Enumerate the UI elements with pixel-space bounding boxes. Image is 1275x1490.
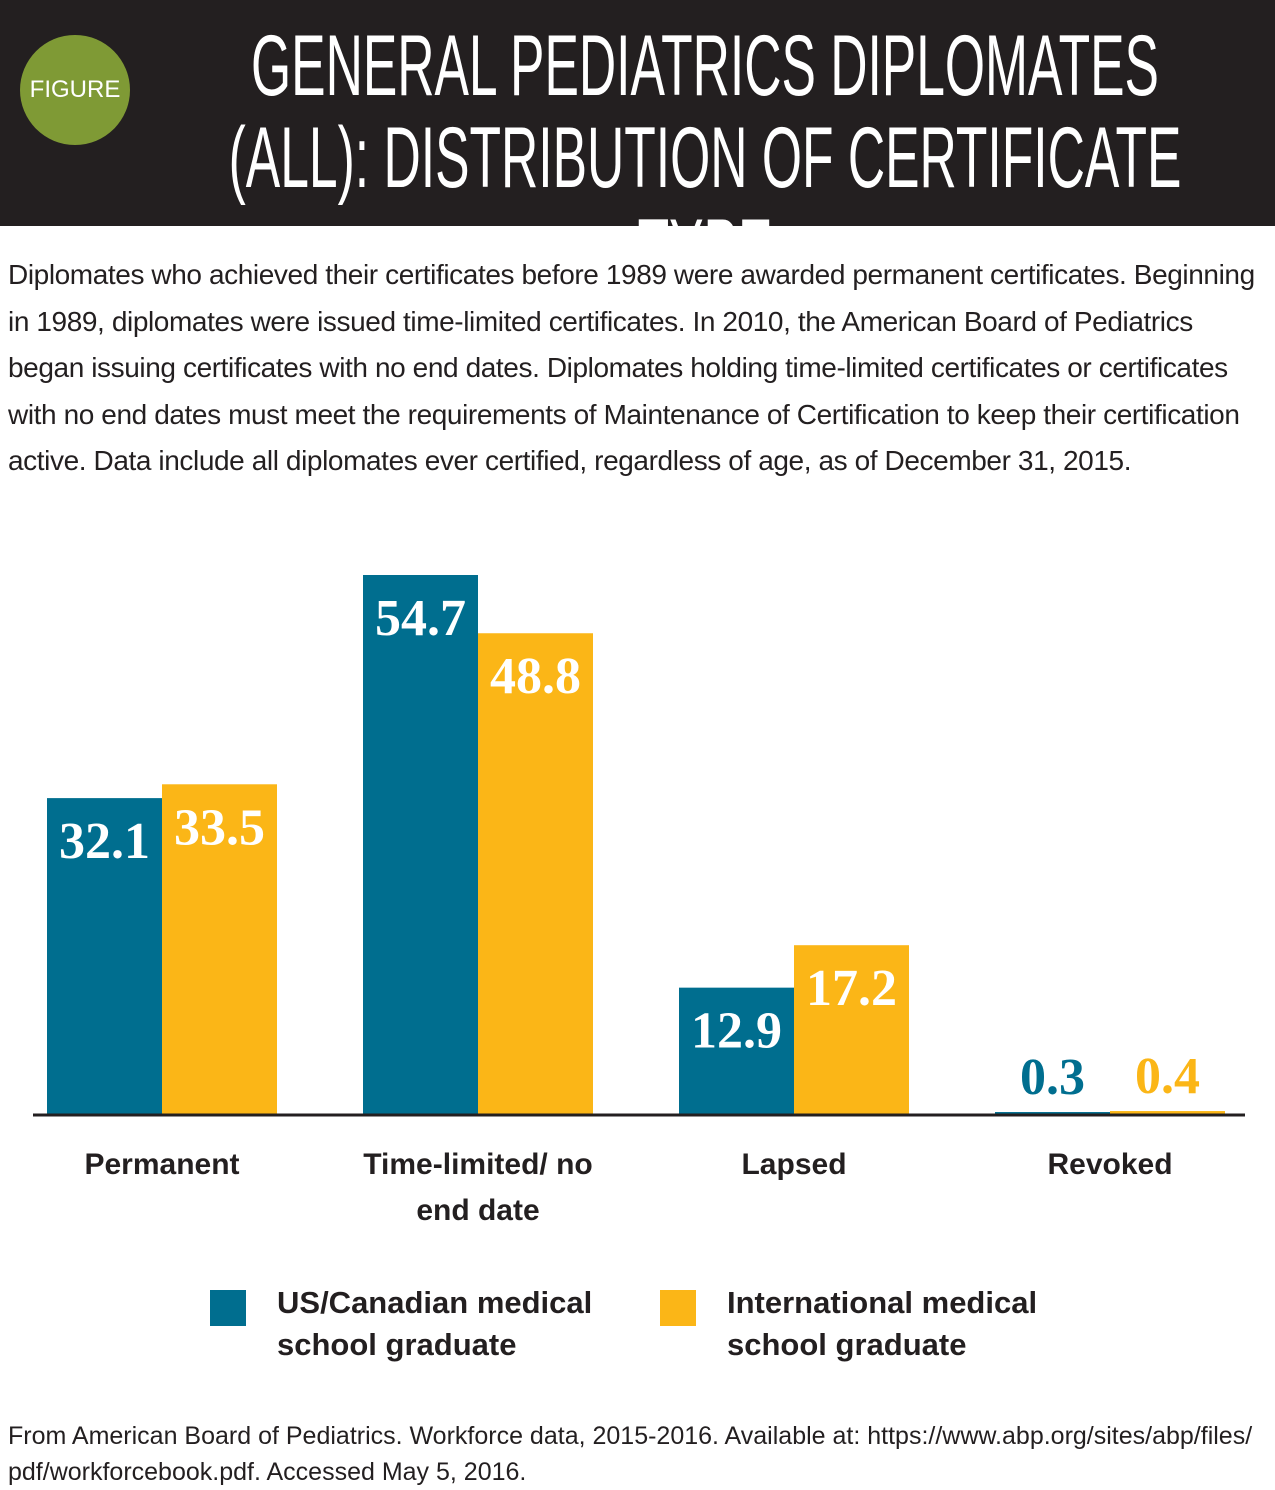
header: FIGURE GENERAL PEDIATRICS DIPLOMATES (AL… <box>0 0 1275 296</box>
value-label: 17.2 <box>806 960 897 1017</box>
value-label: 54.7 <box>375 590 466 647</box>
title: GENERAL PEDIATRICS DIPLOMATES (ALL): DIS… <box>228 18 1182 298</box>
bar <box>1110 1111 1225 1115</box>
description: Diplomates who achieved their certificat… <box>8 259 1255 476</box>
value-label: 0.3 <box>1020 1049 1085 1106</box>
bar <box>363 575 478 1115</box>
value-label: 33.5 <box>174 799 265 856</box>
bar <box>794 945 909 1115</box>
x-tick-label: Lapsed <box>741 1148 847 1181</box>
legend-label: US/Canadian medical school graduate <box>277 1285 593 1362</box>
source: From American Board of Pediatrics. Workf… <box>8 1422 1253 1486</box>
bar <box>162 784 277 1115</box>
legend-label: International medical school graduate <box>727 1285 1038 1362</box>
badge: FIGURE <box>20 35 130 145</box>
bar <box>679 987 794 1115</box>
value-label: 48.8 <box>490 648 581 705</box>
x-tick-label: Revoked <box>1047 1148 1173 1181</box>
value-label: 32.1 <box>59 813 150 870</box>
legend-swatch <box>660 1290 696 1326</box>
chart: 32.1 33.5 54.7 48.8 12.9 17.2 0.3 0.4 <box>33 575 1245 1117</box>
x-tick-label: Time-limited/ no end date <box>363 1148 593 1227</box>
x-tick-label: Permanent <box>84 1148 240 1181</box>
value-label: 0.4 <box>1135 1048 1200 1105</box>
bar <box>47 798 162 1115</box>
bar <box>478 633 593 1115</box>
legend-swatch <box>210 1290 246 1326</box>
value-label: 12.9 <box>691 1003 782 1060</box>
